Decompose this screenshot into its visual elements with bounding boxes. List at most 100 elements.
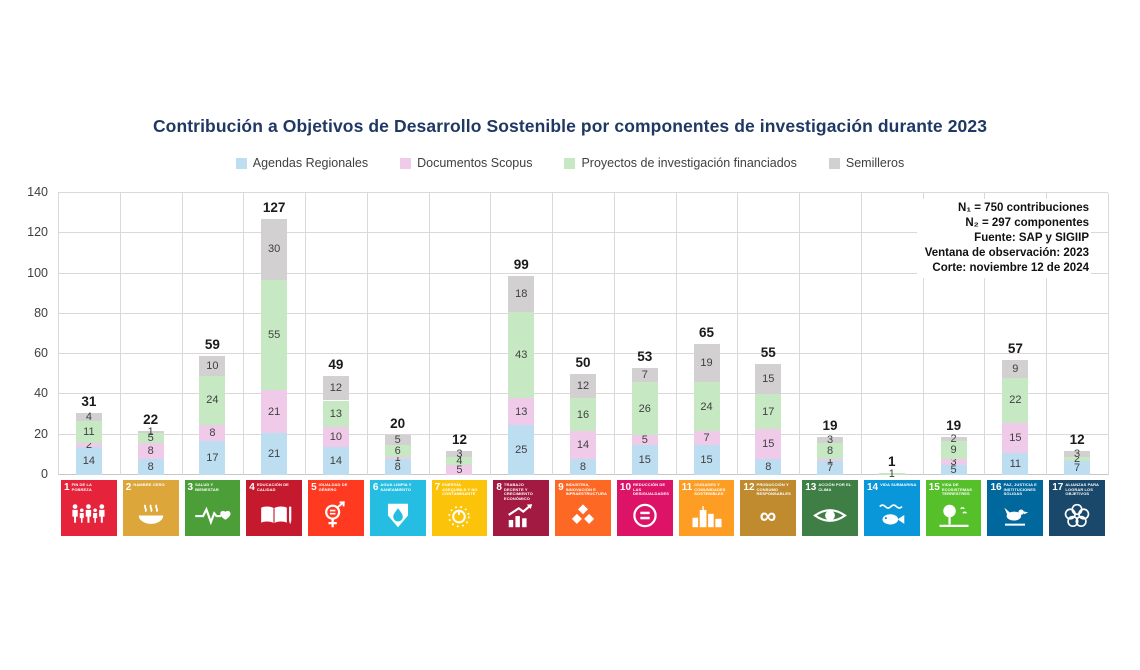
- sdg-tile-10: 10 REDUCCIÓN DE LAS DESIGUALDADES: [616, 480, 673, 536]
- sdg-tile-3: 3 SALUD Y BIENESTAR: [184, 480, 241, 536]
- growth-chart-icon: [493, 501, 549, 535]
- bar-segment: [261, 390, 288, 433]
- sdg-tile-2: 2 HAMBRE CERO: [122, 480, 179, 536]
- y-axis-tick-label: 140: [27, 185, 48, 199]
- bar-segment-value: 18: [515, 287, 528, 300]
- eye-globe-icon: [802, 501, 858, 535]
- bar-segment-value: 3: [1074, 447, 1081, 460]
- bar-segment: [570, 398, 596, 431]
- bar-segment-value: 26: [638, 402, 651, 415]
- sdg-number: 12: [743, 482, 755, 493]
- svg-text:∞: ∞: [760, 502, 777, 528]
- bar-segment-value: 9: [1012, 363, 1019, 376]
- y-axis-tick-label: 20: [34, 426, 48, 441]
- bar-segment: [631, 368, 658, 383]
- bar-segment-value: 9: [950, 443, 957, 456]
- gridline: [58, 232, 1108, 234]
- dove-icon: [987, 501, 1043, 535]
- bar-segment-value: 2: [950, 432, 957, 445]
- bar-total-value: 19: [946, 417, 962, 433]
- bar-segment-value: 22: [1009, 394, 1022, 407]
- sdg-number: 1: [64, 482, 70, 493]
- sdg-number: 9: [558, 482, 564, 493]
- bar-segment: [199, 376, 226, 425]
- sdg-name: IGUALDAD DE GÉNERO: [318, 482, 348, 492]
- sdg-number: 4: [249, 482, 255, 493]
- bar-segment: [755, 458, 782, 475]
- sdg-number: 15: [928, 482, 940, 493]
- sdg-number: 8: [496, 482, 502, 493]
- bar-segment: [755, 428, 782, 459]
- bar-segment-value: 8: [209, 426, 216, 439]
- sdg-name: INDUSTRIA, INNOVACIÓN E INFRAESTRUCTURA: [565, 482, 607, 497]
- bar-segment-value: 1: [888, 467, 895, 480]
- bar-segment-value: 1: [147, 425, 154, 438]
- gridline: [552, 193, 554, 475]
- bar-segment: [508, 398, 535, 425]
- annotation-line: Fuente: SAP y SIGIIP: [974, 232, 1089, 244]
- bar-segment: [631, 434, 658, 445]
- gridline: [181, 193, 183, 475]
- bar-segment-value: 5: [147, 431, 154, 444]
- bar-total-value: 53: [637, 349, 653, 365]
- bar-segment-value: 14: [329, 454, 343, 467]
- gridline: [799, 193, 801, 475]
- sun-energy-icon: [432, 501, 488, 535]
- sdg-name: AGUA LIMPIA Y SANEAMIENTO: [380, 482, 412, 492]
- y-axis-tick-label: 60: [34, 346, 48, 361]
- bar-segment-value: 55: [268, 329, 281, 342]
- bar-segment-value: 2: [1074, 452, 1081, 465]
- bar-total-value: 12: [1069, 431, 1085, 447]
- bar-segment: [940, 458, 967, 465]
- gridline: [428, 193, 430, 475]
- bar-segment: [384, 434, 411, 445]
- cubes-icon: [555, 501, 611, 535]
- y-axis-tick-label: 40: [34, 386, 48, 401]
- annotation-line: N₁ = 750 contribuciones: [958, 202, 1089, 214]
- bar-segment-value: 4: [456, 454, 463, 467]
- sdg-tile-header: 8 TRABAJO DECENTE Y CRECIMIENTO ECONÓMICO: [493, 480, 549, 501]
- bar-total-value: 20: [390, 415, 406, 431]
- bar-segment: [508, 311, 535, 399]
- sdg-name: VIDA SUBMARINA: [880, 482, 917, 487]
- bar-segment: [817, 460, 844, 475]
- bar-segment: [1002, 452, 1029, 475]
- bar-segment-value: 7: [826, 461, 834, 474]
- sdg-number: 3: [187, 482, 194, 493]
- bar-segment-value: 17: [762, 405, 775, 418]
- bar-segment: [75, 442, 102, 447]
- bar-segment-value: 24: [700, 400, 713, 413]
- bar-segment-value: 7: [703, 431, 710, 444]
- bar-segment: [446, 450, 473, 457]
- legend-item: Semilleros: [828, 156, 904, 170]
- bar-segment-value: 21: [268, 405, 281, 418]
- bar-segment: [322, 400, 349, 427]
- sdg-tile-header: 10 REDUCCIÓN DE LAS DESIGUALDADES: [617, 480, 673, 497]
- sdg-tile-1: 1 FIN DE LA POBREZA: [61, 480, 117, 536]
- bar-segment-value: 2: [85, 438, 92, 451]
- sdg-name: REDUCCIÓN DE LAS DESIGUALDADES: [633, 482, 669, 497]
- sdg-name: ALIANZAS PARA LOGRAR LOS OBJETIVOS: [1065, 482, 1099, 497]
- bar-segment-value: 25: [515, 443, 528, 456]
- equality-icon: [617, 501, 673, 535]
- bar-segment-value: 43: [515, 349, 528, 362]
- bar-total-value: 57: [1007, 341, 1023, 357]
- sdg-tile-header: 6 AGUA LIMPIA Y SANEAMIENTO: [370, 480, 426, 492]
- bar-segment: [199, 424, 226, 441]
- annotation-line: N₂ = 297 componentes: [965, 217, 1089, 229]
- bar-segment: [1064, 456, 1091, 461]
- bar-segment-value: 12: [329, 382, 343, 395]
- y-axis-tick-label: 100: [27, 265, 48, 280]
- bar-segment-value: 5: [950, 463, 957, 476]
- sdg-name: ACCIÓN POR EL CLIMA: [818, 482, 852, 492]
- bar-segment: [1002, 360, 1029, 379]
- sdg-tile-header: 4 EDUCACIÓN DE CALIDAD: [246, 480, 302, 492]
- sdg-tile-header: 17 ALIANZAS PARA LOGRAR LOS OBJETIVOS: [1049, 480, 1105, 497]
- sdg-tile-header: 15 VIDA DE ECOSISTEMAS TERRESTRES: [926, 480, 982, 497]
- bar-segment: [940, 440, 967, 459]
- sdg-tile-6: 6 AGUA LIMPIA Y SANEAMIENTO: [369, 480, 426, 536]
- gridline: [366, 193, 368, 475]
- bar-segment: [322, 426, 349, 447]
- bar-segment-value: 11: [1009, 457, 1022, 470]
- legend-label: Proyectos de investigación financiados: [581, 156, 797, 170]
